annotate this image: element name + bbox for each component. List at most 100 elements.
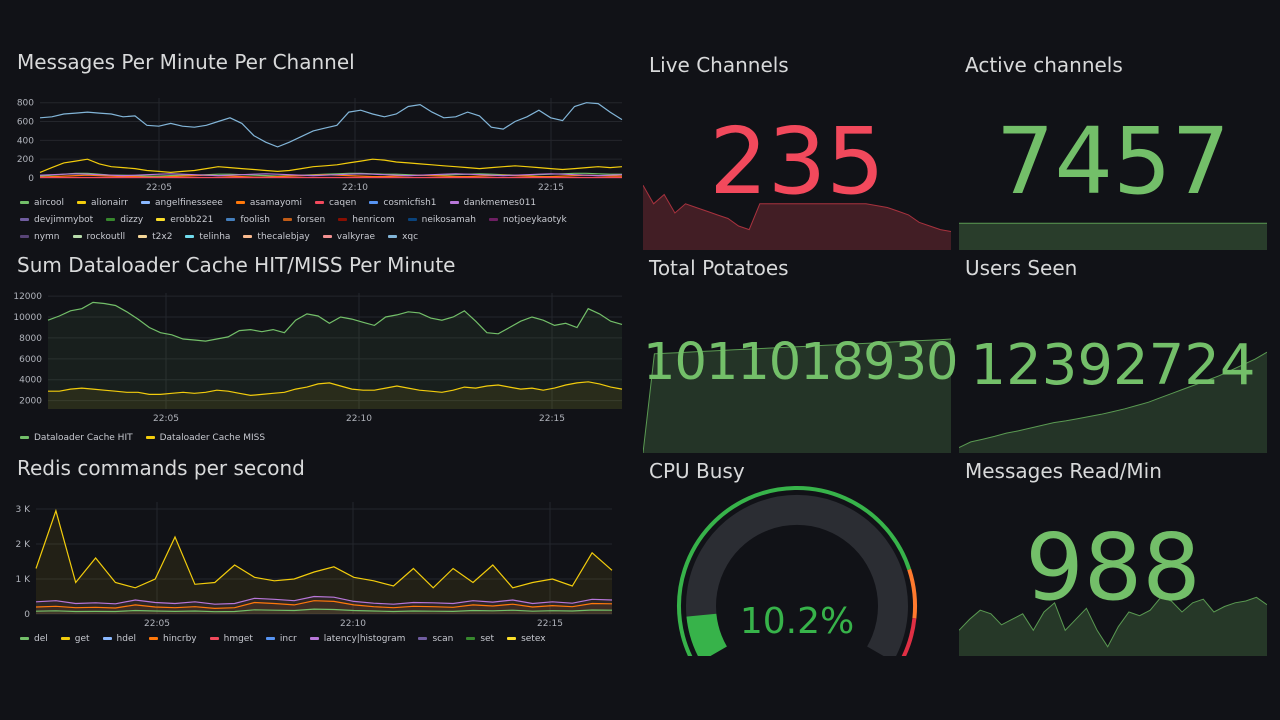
y-tick-label: 0: [28, 174, 34, 184]
legend-label: xqc: [402, 232, 419, 242]
panel-cpu-busy: CPU Busy 10.2%: [643, 456, 951, 656]
legend-item[interactable]: scan: [418, 631, 453, 648]
legend-label: set: [480, 634, 495, 644]
legend-item[interactable]: rockoutll: [72, 229, 126, 246]
legend-label: devjimmybot: [34, 215, 94, 225]
legend-item[interactable]: devjimmybot: [20, 212, 93, 229]
series-line[interactable]: [48, 381, 623, 397]
series-line[interactable]: [35, 508, 613, 589]
series-line[interactable]: [39, 102, 623, 148]
legend-item[interactable]: forsen: [282, 212, 325, 229]
x-tick-label: 22:05: [146, 183, 172, 193]
sparkline-line: [959, 351, 1267, 448]
cache-legend: Dataloader Cache HIT Dataloader Cache MIS…: [20, 430, 630, 447]
series-line[interactable]: [39, 158, 623, 174]
legend-item[interactable]: telinha: [185, 229, 230, 246]
legend-label: caqen: [328, 198, 357, 208]
legend-item[interactable]: thecalebjay: [243, 229, 310, 246]
legend-item[interactable]: xqc: [388, 229, 418, 246]
legend-item[interactable]: valkyrae: [322, 229, 375, 246]
legend-item[interactable]: t2x2: [138, 229, 172, 246]
legend-swatch: [407, 218, 417, 221]
legend-item[interactable]: incr: [265, 631, 297, 648]
legend-item[interactable]: del: [20, 631, 48, 648]
cache-chart[interactable]: 2000 4000 6000 8000 10000 12000 22:05 22:10 22:1…: [0, 283, 635, 431]
legend-label: dankmemes011: [463, 198, 537, 208]
messages-legend: aircool alionairr angelfinesseee asamayomi c…: [20, 195, 630, 246]
panel-messages-read: Messages Read/Min 988: [959, 456, 1267, 656]
y-tick-label: 1 K: [16, 575, 32, 585]
legend-item[interactable]: foolish: [226, 212, 270, 229]
panel-title[interactable]: CPU Busy: [649, 459, 745, 483]
legend-item[interactable]: nymn: [20, 229, 60, 246]
legend-item[interactable]: alionairr: [76, 195, 128, 212]
legend-swatch: [140, 201, 150, 204]
panel-messages-per-minute: Messages Per Minute Per Channel 0 200 400 6…: [0, 50, 635, 250]
panel-title[interactable]: Redis commands per second: [17, 456, 305, 480]
legend-item[interactable]: erobb221: [156, 212, 213, 229]
series-line[interactable]: [35, 595, 613, 605]
messages-chart[interactable]: 0 200 400 600 800 22:05 22:10 22:15: [0, 88, 635, 198]
legend-item[interactable]: hmget: [209, 631, 253, 648]
legend-item[interactable]: hdel: [102, 631, 136, 648]
panel-title[interactable]: Sum Dataloader Cache HIT/MISS Per Minute: [17, 253, 456, 277]
y-tick-label: 10000: [13, 313, 42, 323]
legend-item[interactable]: setex: [507, 631, 546, 648]
series-line[interactable]: [35, 608, 613, 613]
legend-swatch: [156, 218, 166, 221]
series-line[interactable]: [39, 173, 623, 177]
legend-swatch: [149, 637, 159, 640]
legend-item[interactable]: set: [466, 631, 494, 648]
legend-swatch: [76, 201, 86, 204]
legend-item[interactable]: dankmemes011: [449, 195, 537, 212]
legend-label: setex: [521, 634, 546, 644]
legend-item[interactable]: latency|histogram: [309, 631, 405, 648]
x-tick-label: 22:15: [538, 183, 564, 193]
legend-item[interactable]: notjoeykaotyk: [488, 212, 567, 229]
panel-title[interactable]: Total Potatoes: [649, 256, 789, 280]
y-tick-label: 2 K: [16, 540, 32, 550]
legend-item[interactable]: angelfinesseee: [140, 195, 223, 212]
x-tick-label: 22:15: [539, 414, 565, 424]
active-channels-value: 7457: [995, 108, 1231, 215]
legend-swatch: [20, 637, 29, 640]
panel-title[interactable]: Messages Read/Min: [965, 459, 1162, 483]
legend-swatch: [102, 637, 112, 640]
legend-item[interactable]: henricom: [338, 212, 395, 229]
messages-read-sparkline: [959, 596, 1267, 656]
panel-title[interactable]: Active channels: [965, 53, 1123, 77]
legend-swatch: [507, 637, 517, 640]
panel-title[interactable]: Live Channels: [649, 53, 789, 77]
legend-item[interactable]: asamayomi: [235, 195, 302, 212]
legend-item[interactable]: Dataloader Cache MISS: [145, 430, 265, 447]
panel-title[interactable]: Users Seen: [965, 256, 1078, 280]
redis-chart[interactable]: 0 1 K 2 K 3 K 22:05 22:10 22:15: [0, 492, 635, 634]
live-channels-sparkline: [643, 185, 951, 250]
legend-item[interactable]: aircool: [20, 195, 64, 212]
legend-swatch: [60, 637, 70, 640]
legend-item[interactable]: caqen: [314, 195, 357, 212]
legend-swatch: [72, 235, 82, 238]
series-area: [48, 302, 622, 409]
legend-item[interactable]: neikosamah: [407, 212, 476, 229]
legend-swatch: [20, 201, 29, 204]
legend-item[interactable]: get: [60, 631, 90, 648]
legend-item[interactable]: Dataloader Cache HIT: [20, 430, 133, 447]
panel-title[interactable]: Messages Per Minute Per Channel: [17, 50, 355, 74]
legend-item[interactable]: dizzy: [106, 212, 143, 229]
legend-label: henricom: [352, 215, 395, 225]
y-tick-label: 800: [17, 99, 34, 109]
panel-total-potatoes: Total Potatoes 1011018930: [643, 253, 958, 453]
series-line[interactable]: [47, 301, 623, 342]
legend-label: del: [34, 634, 48, 644]
legend-item[interactable]: cosmicfish1: [369, 195, 437, 212]
legend-item[interactable]: hincrby: [149, 631, 197, 648]
legend-swatch: [449, 201, 459, 204]
legend-label: telinha: [199, 232, 231, 242]
legend-label: rockoutll: [86, 232, 126, 242]
y-tick-label: 2000: [19, 397, 42, 407]
legend-swatch: [369, 201, 379, 204]
active-channels-sparkline: [959, 222, 1267, 250]
series-line[interactable]: [35, 600, 613, 610]
x-tick-label: 22:05: [153, 414, 179, 424]
